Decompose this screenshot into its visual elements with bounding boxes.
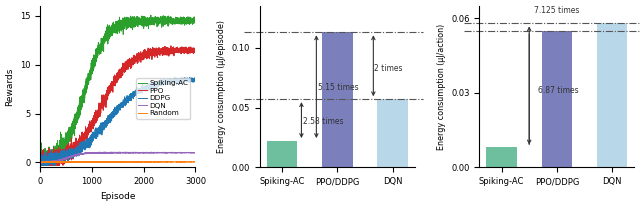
Random: [54, 161, 62, 163]
Random: [191, 161, 199, 163]
PPO: [189, 48, 196, 50]
Spiking-AC: [191, 17, 199, 19]
Y-axis label: Energy consumption (μJ/episode): Energy consumption (μJ/episode): [217, 20, 226, 153]
DDPG: [54, 155, 62, 157]
DDPG: [96, 131, 104, 134]
Bar: [597, 23, 627, 167]
Random: [96, 161, 104, 163]
DQN: [96, 152, 104, 154]
Text: 2.58 times: 2.58 times: [303, 118, 343, 126]
DDPG: [189, 81, 196, 83]
Text: 6.87 times: 6.87 times: [538, 86, 578, 95]
PPO: [191, 49, 199, 51]
Spiking-AC: [147, 14, 155, 16]
DQN: [63, 157, 71, 160]
Bar: [267, 141, 298, 167]
DQN: [132, 151, 140, 153]
Spiking-AC: [96, 44, 104, 47]
Spiking-AC: [189, 23, 196, 26]
PPO: [54, 160, 62, 162]
DQN: [54, 159, 62, 162]
Line: DDPG: DDPG: [40, 78, 195, 165]
DDPG: [191, 80, 199, 82]
Random: [103, 161, 111, 163]
DDPG: [103, 121, 111, 124]
Text: 5.15 times: 5.15 times: [318, 83, 358, 92]
Line: DQN: DQN: [40, 152, 195, 163]
Bar: [322, 32, 353, 167]
Random: [36, 161, 44, 163]
Line: Random: Random: [40, 161, 195, 163]
Random: [41, 162, 49, 164]
Legend: Spiking-AC, PPO, DDPG, DQN, Random: Spiking-AC, PPO, DDPG, DQN, Random: [136, 78, 190, 119]
Spiking-AC: [54, 144, 62, 147]
Random: [189, 161, 196, 163]
Y-axis label: Energy consumption (μJ/action): Energy consumption (μJ/action): [436, 24, 445, 150]
Bar: [486, 147, 516, 167]
Random: [63, 161, 71, 163]
DQN: [103, 152, 111, 154]
PPO: [167, 45, 175, 47]
Spiking-AC: [36, 160, 44, 163]
Line: Spiking-AC: Spiking-AC: [40, 15, 195, 165]
Spiking-AC: [103, 35, 111, 37]
DDPG: [38, 164, 45, 166]
DQN: [36, 160, 44, 162]
Spiking-AC: [172, 22, 180, 24]
Bar: [378, 99, 408, 167]
DDPG: [63, 153, 71, 155]
DQN: [37, 162, 45, 164]
DDPG: [172, 80, 180, 82]
Spiking-AC: [37, 164, 45, 166]
Y-axis label: Rewards: Rewards: [6, 68, 15, 106]
PPO: [172, 48, 180, 50]
Line: PPO: PPO: [40, 46, 195, 165]
Random: [172, 161, 180, 163]
DQN: [172, 152, 180, 154]
PPO: [63, 152, 71, 154]
DQN: [189, 152, 196, 154]
Bar: [541, 31, 572, 167]
PPO: [103, 97, 111, 100]
DDPG: [36, 156, 44, 159]
Spiking-AC: [63, 152, 71, 154]
Random: [47, 160, 55, 163]
DDPG: [191, 76, 199, 79]
DQN: [191, 152, 199, 154]
PPO: [36, 157, 44, 160]
PPO: [96, 110, 104, 113]
Text: 2 times: 2 times: [374, 64, 403, 73]
PPO: [36, 164, 44, 166]
X-axis label: Episode: Episode: [100, 192, 136, 201]
Text: 7.125 times: 7.125 times: [534, 6, 580, 15]
